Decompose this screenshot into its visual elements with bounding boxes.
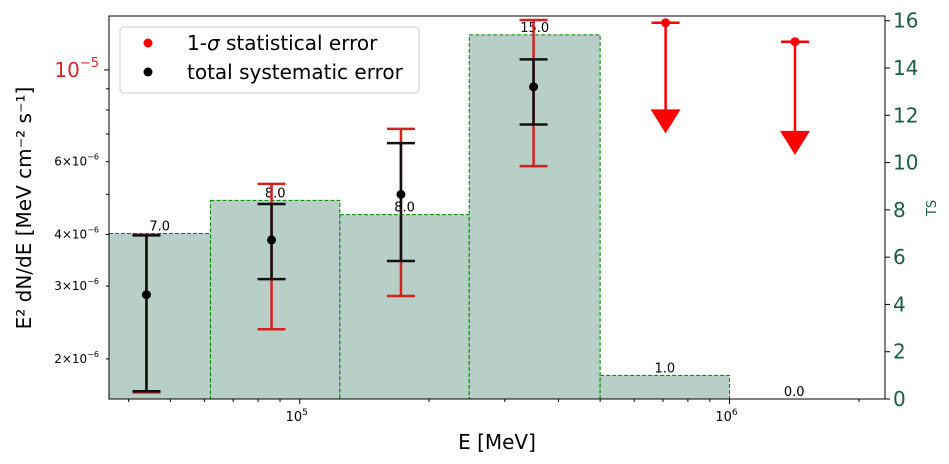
legend-marker-1 [143,67,153,77]
upper-limit-arrow-1 [779,130,810,155]
x-axis-label: E [MeV] [458,430,536,454]
y-right-tick-label-3: 6 [893,245,906,269]
y-left-tick-label-2: 4×10−6 [54,225,99,241]
x-tick-label-0: 105 [286,408,308,425]
y-left-tick-label-1: 6×10−6 [54,153,99,169]
data-point-1 [267,235,277,245]
y-left-tick-label-3: 3×10−6 [54,277,99,293]
y-right-tick-label-7: 14 [893,56,918,80]
ts-bar-label-4: 1.0 [654,361,675,376]
upper-limit-point-0 [661,18,671,28]
y-right-tick-label-0: 0 [893,387,906,411]
y-right-tick-label-2: 4 [893,292,906,316]
ts-bar-label-5: 0.0 [784,385,805,400]
y-left-tick-label-0: 10−5 [54,56,99,82]
legend-marker-0 [143,38,153,48]
x-axis: 105 106 [128,399,860,425]
y-right-tick-label-4: 8 [893,198,906,222]
ts-bar-1 [209,199,341,400]
ts-bar-label-2: 8.0 [394,201,415,216]
y-right-tick-label-8: 16 [893,9,918,33]
ts-bar-4 [599,374,731,400]
ts-bar-label-0: 7.0 [149,220,170,235]
y-axis-left: 10−5 6×10−6 4×10−6 3×10−6 2×10−6 [54,56,109,366]
legend-label-0: 1-σ statistical error [187,31,378,55]
plot-frame [108,15,886,400]
y-axis-left-label: E² dN/dE [MeV cm⁻² s⁻¹] [12,87,36,330]
upper-limits [650,18,810,155]
y-left-tick-label-4: 2×10−6 [54,350,99,366]
ts-bars: 7.08.08.015.01.00.0 [108,21,805,400]
data-point-3 [529,82,539,92]
y-axis-right-label: TS [925,200,940,217]
error-bars [132,18,548,394]
ts-bar-label-1: 8.0 [265,186,286,201]
data-point-2 [396,189,406,199]
y-axis-right: 0 2 4 6 8 10 12 14 16 [885,9,918,411]
legend-label-1: total systematic error [187,60,404,84]
y-right-tick-label-5: 10 [893,151,918,175]
upper-limit-arrow-0 [650,109,681,134]
y-right-tick-label-6: 12 [893,103,918,127]
y-right-tick-label-1: 2 [893,340,906,364]
x-tick-label-1: 106 [715,408,738,425]
ts-bar-2 [339,214,470,400]
legend-box [119,26,420,94]
ts-bar-0 [108,233,211,400]
legend: 1-σ statistical error total systematic er… [119,26,420,94]
upper-limit-point-1 [790,37,800,47]
data-point-0 [141,290,151,300]
